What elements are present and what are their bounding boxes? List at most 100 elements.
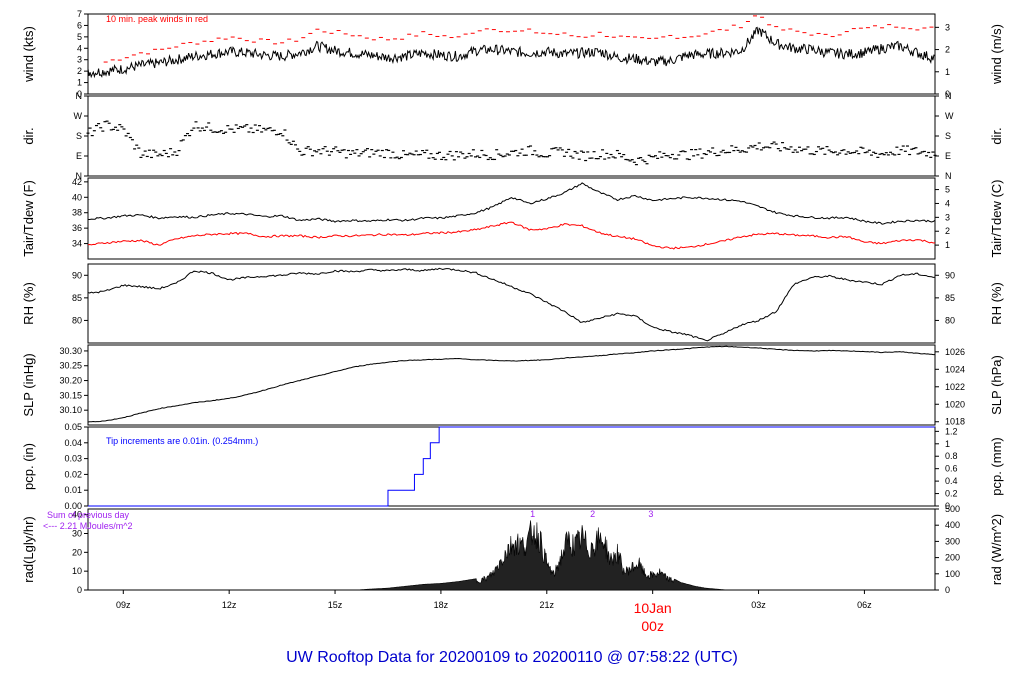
right-tick-label: 1024 bbox=[945, 364, 965, 374]
right-axis-label: Tair/Tdew (C) bbox=[989, 179, 1004, 257]
left-tick-label: 20 bbox=[72, 547, 82, 557]
right-tick-label: 200 bbox=[945, 553, 960, 563]
left-tick-label: 3 bbox=[77, 55, 82, 65]
rad-marker-label: 3 bbox=[648, 509, 653, 519]
left-tick-label: 0 bbox=[77, 585, 82, 595]
right-tick-label: E bbox=[945, 151, 951, 161]
right-tick-label: 0 bbox=[945, 585, 950, 595]
left-tick-label: N bbox=[76, 91, 83, 101]
left-tick-label: 2 bbox=[77, 66, 82, 76]
left-tick-label: 0.05 bbox=[64, 422, 82, 432]
pcp-annotation: Tip increments are 0.01in. (0.254mm.) bbox=[106, 436, 258, 446]
x-tick-label: 12z bbox=[222, 600, 237, 610]
right-axis-label: dir. bbox=[989, 127, 1004, 144]
right-tick-label: 1 bbox=[945, 67, 950, 77]
left-axis-label: dir. bbox=[21, 127, 36, 144]
right-tick-label: 3 bbox=[945, 22, 950, 32]
slp-series-slp bbox=[87, 345, 935, 423]
right-tick-label: 1026 bbox=[945, 347, 965, 357]
left-axis-label: SLP (inHg) bbox=[21, 353, 36, 416]
left-tick-label: 30.15 bbox=[59, 390, 82, 400]
right-tick-label: 0.6 bbox=[945, 464, 958, 474]
right-tick-label: 5 bbox=[945, 185, 950, 195]
right-tick-label: 1 bbox=[945, 439, 950, 449]
left-tick-label: 80 bbox=[72, 315, 82, 325]
left-tick-label: 4 bbox=[77, 43, 82, 53]
chart-title: UW Rooftop Data for 20200109 to 20200110… bbox=[286, 649, 738, 666]
right-tick-label: 1022 bbox=[945, 382, 965, 392]
left-tick-label: 0.04 bbox=[64, 438, 82, 448]
left-tick-label: 5 bbox=[77, 32, 82, 42]
left-tick-label: N bbox=[76, 171, 83, 181]
left-tick-label: 6 bbox=[77, 20, 82, 30]
right-axis-label: SLP (hPa) bbox=[989, 355, 1004, 415]
precip-series bbox=[88, 426, 935, 507]
left-tick-label: 10 bbox=[72, 566, 82, 576]
wind-annotation: 10 min. peak winds in red bbox=[106, 14, 208, 24]
right-tick-label: 0.8 bbox=[945, 451, 958, 461]
right-tick-label: 90 bbox=[945, 270, 955, 280]
left-tick-label: 0.01 bbox=[64, 485, 82, 495]
right-tick-label: 100 bbox=[945, 569, 960, 579]
left-tick-label: 7 bbox=[77, 9, 82, 19]
left-tick-label: 40 bbox=[72, 192, 82, 202]
left-tick-label: 38 bbox=[72, 208, 82, 218]
left-tick-label: 90 bbox=[72, 270, 82, 280]
right-axis-label: rad (W/m^2) bbox=[989, 514, 1004, 585]
panel-frame bbox=[87, 177, 936, 260]
rh-series-rh bbox=[87, 267, 936, 342]
temp-series-tair bbox=[88, 182, 936, 225]
right-tick-label: 0 bbox=[945, 89, 950, 99]
left-tick-label: 0.03 bbox=[64, 454, 82, 464]
right-tick-label: 0.2 bbox=[945, 489, 958, 499]
right-tick-label: S bbox=[945, 131, 951, 141]
right-tick-label: 85 bbox=[945, 293, 955, 303]
x-tick-label: 15z bbox=[328, 600, 343, 610]
right-tick-label: 0 bbox=[945, 501, 950, 511]
right-tick-label: 400 bbox=[945, 520, 960, 530]
left-axis-label: rad(Lgly/hr) bbox=[21, 516, 36, 582]
left-tick-label: 30.25 bbox=[59, 361, 82, 371]
panel-frame bbox=[87, 95, 936, 177]
left-axis-label: Tair/Tdew (F) bbox=[21, 180, 36, 257]
right-tick-label: 1 bbox=[945, 240, 950, 250]
left-tick-label: 30.10 bbox=[59, 405, 82, 415]
left-axis-label: RH (%) bbox=[21, 282, 36, 325]
left-axis-label: wind (kts) bbox=[21, 26, 36, 83]
x-tick-label: 03z bbox=[751, 600, 766, 610]
right-tick-label: 3 bbox=[945, 212, 950, 222]
right-tick-label: 500 bbox=[945, 504, 960, 514]
temp-series-tdew bbox=[87, 221, 936, 250]
left-tick-label: 40 bbox=[72, 510, 82, 520]
right-tick-label: 1.2 bbox=[945, 426, 958, 436]
x-tick-label: 09z bbox=[116, 600, 131, 610]
x-tick-label: 18z bbox=[434, 600, 449, 610]
left-tick-label: 34 bbox=[72, 239, 82, 249]
panel-frame bbox=[87, 13, 936, 95]
left-tick-label: 0.02 bbox=[64, 469, 82, 479]
day-marker-label: 10Jan bbox=[634, 600, 672, 616]
left-tick-label: S bbox=[76, 131, 82, 141]
right-tick-label: N bbox=[945, 91, 952, 101]
left-tick-label: 1 bbox=[77, 78, 82, 88]
left-tick-label: 30.20 bbox=[59, 376, 82, 386]
left-tick-label: W bbox=[74, 111, 83, 121]
right-tick-label: 0.4 bbox=[945, 476, 958, 486]
x-tick-label: 21z bbox=[540, 600, 555, 610]
panel-rh: 80 85 90 80 85 90 RH (%) RH (%) bbox=[21, 263, 1004, 344]
right-tick-label: N bbox=[945, 171, 952, 181]
left-tick-label: E bbox=[76, 151, 82, 161]
left-tick-label: 30.30 bbox=[59, 346, 82, 356]
right-tick-label: 4 bbox=[945, 198, 950, 208]
panel-slp: 30.10 30.15 30.20 30.25 30.30 1018 1020 1022 102… bbox=[21, 344, 1004, 427]
wind-series-wind bbox=[87, 26, 936, 79]
rad-marker-label: 2 bbox=[590, 509, 595, 519]
panel-pcp: 0.00 0.01 0.02 0.03 0.04 0.05 0 0.2 0.4 0.6 0.8 1 1.… bbox=[21, 422, 1004, 511]
right-axis-label: wind (m/s) bbox=[989, 24, 1004, 85]
radiation-area bbox=[356, 520, 727, 591]
